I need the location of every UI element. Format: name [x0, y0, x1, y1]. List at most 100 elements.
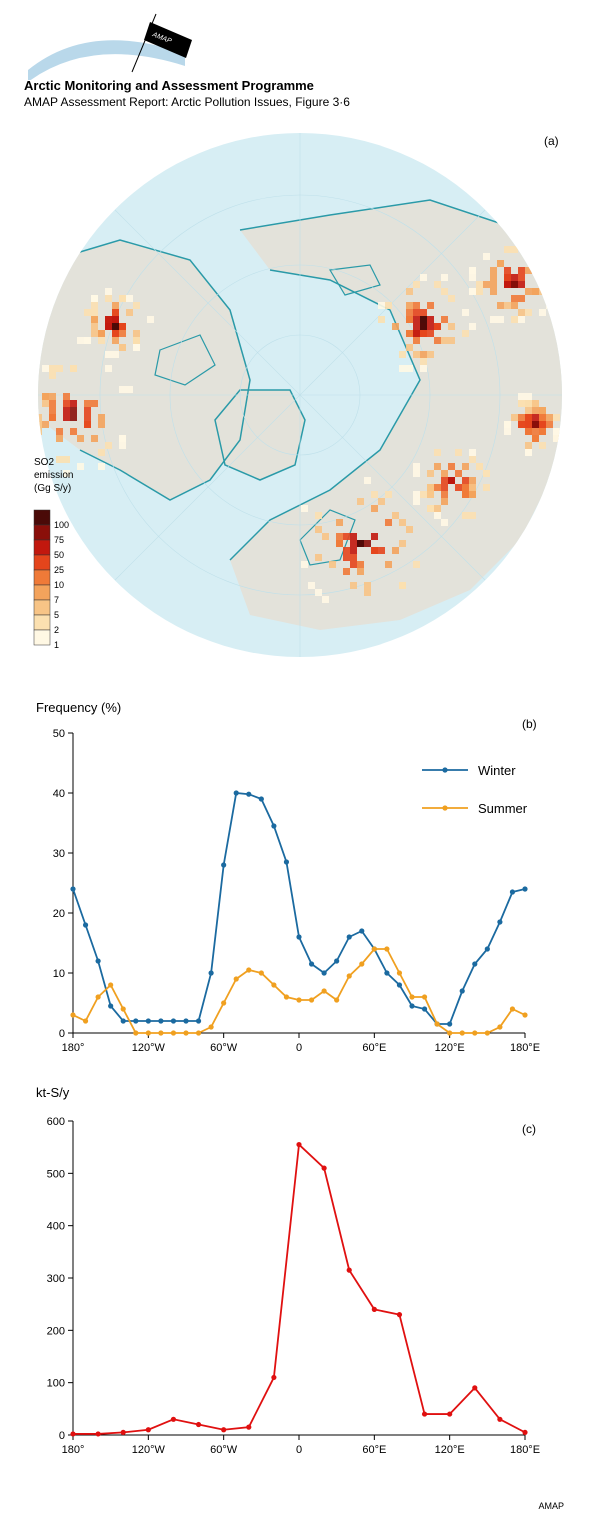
map-graticule	[38, 133, 562, 657]
emission-cell	[364, 582, 371, 589]
emission-cell	[483, 253, 490, 260]
data-point	[133, 1018, 139, 1024]
emission-cell	[483, 470, 490, 477]
emission-cell	[91, 435, 98, 442]
data-point	[334, 997, 340, 1003]
data-point	[409, 1003, 415, 1009]
emission-cell	[518, 281, 525, 288]
emission-cell	[427, 351, 434, 358]
data-point	[258, 796, 264, 802]
data-point	[396, 970, 403, 976]
data-point	[472, 1030, 478, 1036]
legend-level-label: 1	[54, 640, 59, 650]
emission-cell	[406, 302, 413, 309]
data-point	[108, 1003, 114, 1009]
data-point	[522, 1012, 528, 1018]
emission-cell	[357, 540, 364, 547]
emission-cell	[357, 561, 364, 568]
x-tick-label: 60°E	[362, 1042, 386, 1054]
emission-cell	[539, 288, 546, 295]
emission-cell	[315, 589, 322, 596]
emission-cell	[525, 428, 532, 435]
data-point	[70, 1012, 76, 1018]
x-tick-label: 60°W	[210, 1444, 238, 1455]
emission-cell	[112, 302, 119, 309]
emission-cell	[539, 428, 546, 435]
emission-cell	[63, 456, 70, 463]
emission-cell	[343, 533, 350, 540]
data-point	[346, 1267, 352, 1273]
series-line-winter	[72, 792, 526, 1025]
emission-cell	[133, 337, 140, 344]
emission-cell	[420, 358, 427, 365]
emission-cell	[84, 337, 91, 344]
emission-cell	[427, 470, 434, 477]
x-tick-label: 60°E	[362, 1444, 386, 1455]
emission-cell	[38, 414, 42, 421]
legend-swatch	[33, 509, 51, 526]
emission-cell	[427, 484, 434, 491]
emission-cell	[70, 407, 77, 414]
emission-cell	[70, 428, 77, 435]
emission-cell	[427, 505, 434, 512]
data-point	[183, 1018, 189, 1024]
emission-cell	[406, 330, 413, 337]
data-point	[95, 1431, 101, 1437]
emission-cell	[301, 561, 308, 568]
emission-cell	[364, 477, 371, 484]
emission-cell	[63, 470, 70, 477]
emission-cell	[553, 428, 560, 435]
emission-cell	[448, 477, 455, 484]
emission-map-panel: (a) SO2 emission (Gg S/y) 10075502510752…	[33, 133, 562, 657]
emission-cell	[105, 323, 112, 330]
emission-cell	[378, 498, 385, 505]
emission-cell	[399, 519, 406, 526]
emission-cell	[511, 274, 518, 281]
data-point	[195, 1018, 202, 1024]
emission-cell	[413, 351, 420, 358]
data-point	[283, 859, 290, 865]
emission-cell	[532, 414, 539, 421]
emission-cell	[105, 295, 112, 302]
emission-cell	[448, 295, 455, 302]
emission-cell	[105, 288, 112, 295]
emission-cell	[525, 421, 532, 428]
x-tick-label: 180°E	[510, 1444, 540, 1455]
emission-cell	[469, 288, 476, 295]
emission-cell	[84, 309, 91, 316]
data-point	[120, 1018, 126, 1024]
emission-cell	[462, 330, 469, 337]
emission-cell	[469, 267, 476, 274]
emission-cell	[553, 435, 560, 442]
emission-cell	[490, 267, 497, 274]
data-point	[371, 946, 377, 952]
legend-level-label: 5	[54, 610, 59, 620]
data-point	[145, 1030, 151, 1036]
emission-cell	[546, 281, 553, 288]
emission-cell	[525, 288, 532, 295]
data-point	[484, 1030, 490, 1036]
y-tick-label: 30	[53, 848, 65, 860]
emission-cell	[518, 295, 525, 302]
emission-cell	[399, 582, 406, 589]
emission-cell	[504, 428, 511, 435]
emission-cell	[420, 365, 427, 372]
emission-cell	[525, 449, 532, 456]
emission-cell	[462, 463, 469, 470]
legend-swatch	[33, 614, 51, 631]
emission-cell	[378, 302, 385, 309]
series-line-emission	[73, 1142, 526, 1435]
emission-cell	[427, 330, 434, 337]
emission-cell	[112, 337, 119, 344]
emission-cell	[133, 330, 140, 337]
data-point	[509, 1006, 516, 1012]
emission-cell	[539, 407, 546, 414]
emission-cell	[483, 484, 490, 491]
data-point	[95, 994, 101, 1000]
data-point	[384, 946, 390, 952]
emission-cell	[91, 295, 98, 302]
emission-cell	[511, 302, 518, 309]
data-point	[296, 934, 302, 940]
emission-cell	[385, 519, 392, 526]
data-point	[145, 1427, 151, 1433]
